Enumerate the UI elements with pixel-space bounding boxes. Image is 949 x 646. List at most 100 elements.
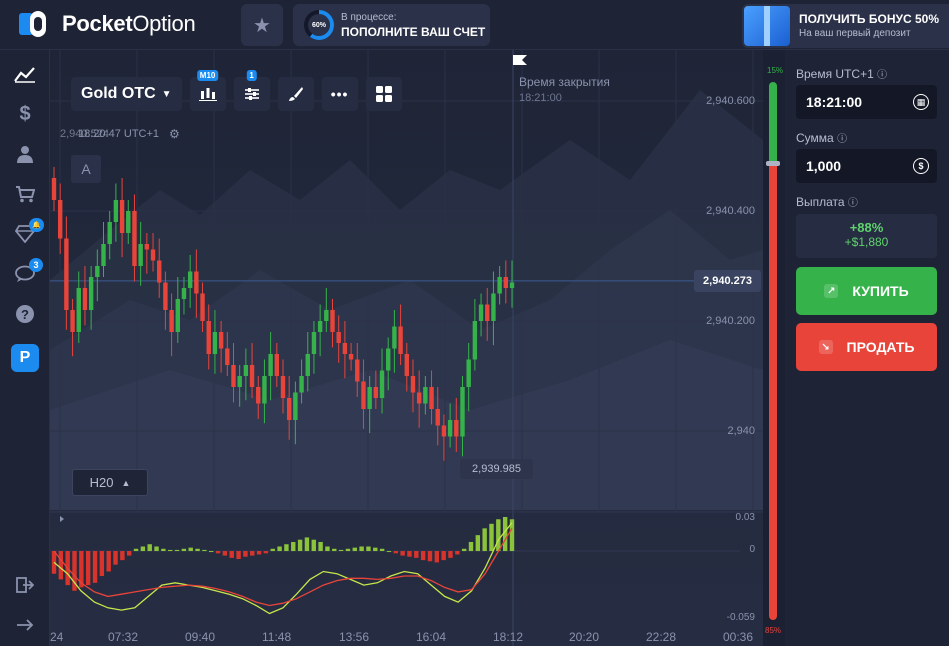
candle-body (373, 387, 379, 398)
amount-value: 1,000 (806, 158, 842, 174)
expiry-label: Время закрытия (519, 75, 610, 89)
candle-body (503, 277, 509, 288)
candle-body (237, 376, 242, 387)
candle-body (169, 310, 174, 332)
candle-body (206, 321, 211, 354)
trade-panel: Время UTC+1 ⓘ 18:21:00 ▦ Сумма ⓘ 1,000 $… (785, 50, 949, 646)
info-icon[interactable]: ⓘ (847, 198, 858, 209)
candle-body (317, 321, 323, 332)
candle-body (441, 425, 447, 437)
auto-scale-button[interactable]: A (71, 155, 101, 183)
time-readout: 18:20:47 UTC+1 (78, 128, 160, 140)
macd-bar (147, 544, 152, 552)
sidebar-item-achievements[interactable]: 🔔 (0, 216, 50, 252)
sidebar-item-finance[interactable]: $ (0, 96, 50, 132)
auto-scale-label: A (81, 161, 91, 177)
cart-icon (16, 186, 35, 203)
macd-bar (243, 551, 248, 557)
candle-body (51, 178, 57, 200)
favorites-button[interactable]: ★ (241, 4, 283, 46)
macd-bar (297, 539, 303, 552)
macd-bar (448, 551, 453, 558)
brush-icon (288, 87, 303, 101)
dollar-icon: $ (19, 102, 31, 125)
payout-label-text: Выплата (796, 195, 845, 209)
macd-bar (475, 535, 481, 552)
candle-body (466, 359, 471, 387)
candle-body (194, 271, 199, 294)
sidebar-item-market[interactable] (0, 176, 50, 212)
timeframe-button[interactable]: H20 ▲ (72, 469, 148, 496)
sidebar-item-chart[interactable] (0, 56, 50, 92)
gear-icon[interactable]: ⚙ (169, 127, 180, 141)
bonus-banner[interactable]: ПОЛУЧИТЬ БОНУС 50% На ваш первый депозит (742, 4, 949, 48)
more-button[interactable]: ••• (321, 77, 358, 111)
candle-body (157, 260, 162, 283)
time-label-text: Время UTC+1 (796, 67, 874, 81)
candle-body (293, 392, 298, 420)
calendar-icon[interactable]: ▦ (913, 94, 929, 110)
candle-body (305, 354, 310, 376)
info-icon[interactable]: ⓘ (877, 70, 888, 81)
layout-button[interactable] (365, 77, 402, 111)
macd-bar (461, 548, 467, 552)
macd-bar (284, 544, 289, 552)
amount-input[interactable]: 1,000 $ (796, 149, 937, 183)
progress-percent: 60% (311, 21, 326, 29)
candle-body (212, 332, 218, 354)
help-icon: ? (16, 305, 34, 323)
candle-body (324, 310, 329, 321)
macd-bar (332, 548, 337, 552)
candle-body (262, 376, 267, 404)
user-icon (17, 146, 33, 163)
notification-badge: 🔔 (29, 218, 44, 232)
macd-bar (161, 548, 166, 552)
candle-body (132, 211, 137, 266)
sidebar-item-help[interactable]: ? (0, 296, 50, 332)
logo[interactable]: PocketOption (18, 8, 196, 40)
macd-bar (209, 551, 214, 553)
currency-icon[interactable]: $ (913, 158, 929, 174)
sidebar-item-expand[interactable] (0, 607, 50, 643)
candle-body (76, 288, 81, 332)
oscillator-tick: 0 (749, 544, 755, 555)
macd-bar (338, 549, 344, 552)
macd-bar (256, 551, 262, 555)
asset-selector[interactable]: Gold OTC ▼ (71, 77, 182, 111)
deposit-progress[interactable]: 60% В процессе: ПОПОЛНИТЕ ВАШ СЧЕТ (293, 4, 490, 46)
macd-bar (496, 519, 501, 552)
gift-icon (744, 6, 790, 46)
macd-bar (154, 546, 159, 552)
candle-body (348, 354, 354, 360)
drawing-button[interactable] (277, 77, 314, 111)
caret-down-icon: ▼ (161, 88, 172, 100)
macd-bar (359, 546, 364, 552)
buy-button[interactable]: ↗ КУПИТЬ (796, 267, 937, 315)
macd-bar (468, 541, 474, 552)
chart-area[interactable]: Gold OTC ▼ M10 1 ••• 2,940.524 18:20:47 U… (50, 50, 763, 646)
macd-bar (270, 548, 275, 552)
candle-body (249, 365, 255, 387)
chart-type-button[interactable]: M10 (189, 70, 226, 111)
candle-body (88, 277, 94, 310)
macd-bar (434, 551, 440, 563)
macd-bar (277, 546, 282, 552)
candle-body (107, 222, 112, 244)
sidebar-item-app[interactable]: P (0, 340, 50, 376)
info-icon[interactable]: ⓘ (837, 134, 848, 145)
macd-bar (99, 551, 105, 577)
sidebar-item-logout[interactable] (0, 567, 50, 603)
sell-button[interactable]: ↘ ПРОДАТЬ (796, 323, 937, 371)
candle-body (218, 332, 224, 349)
indicators-button[interactable]: 1 (233, 70, 270, 111)
sidebar-item-profile[interactable] (0, 136, 50, 172)
p-app-label: P (19, 349, 31, 366)
payout-box: +88% +$1,880 (796, 214, 937, 258)
macd-bar (263, 551, 269, 554)
logout-icon (16, 577, 34, 593)
candle-body (163, 282, 168, 310)
sidebar-item-chat[interactable]: 3 (0, 256, 50, 292)
macd-bar (414, 551, 419, 558)
time-input[interactable]: 18:21:00 ▦ (796, 85, 937, 119)
macd-bar (72, 551, 77, 591)
